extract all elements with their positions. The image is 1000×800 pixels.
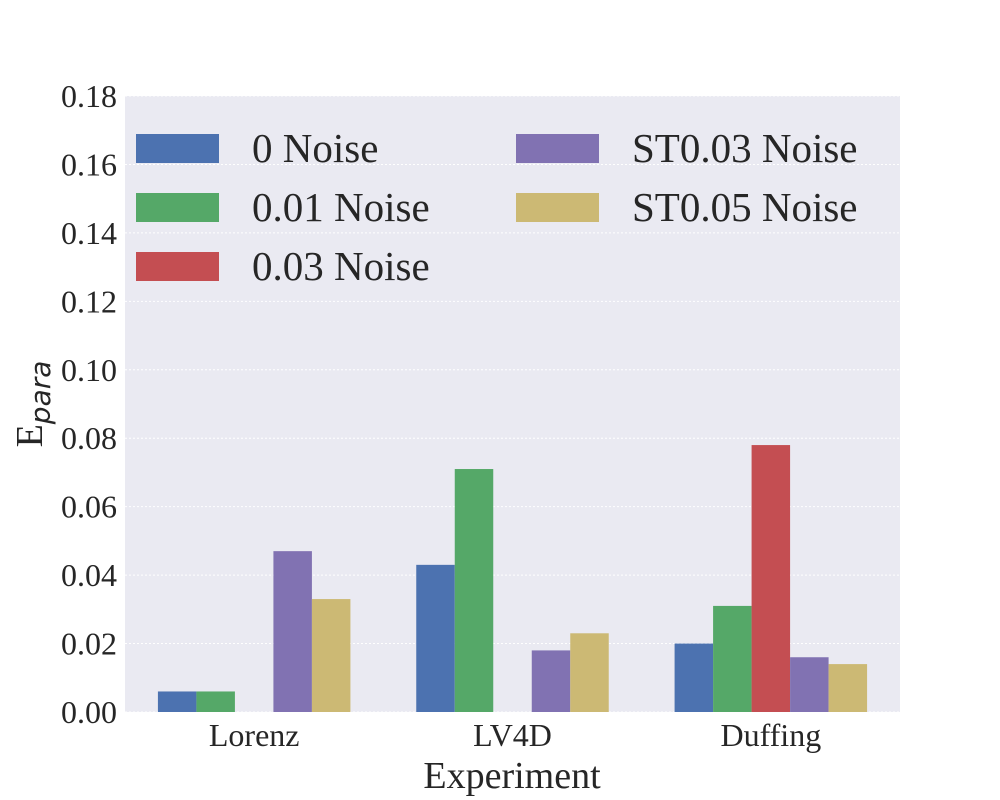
x-tick-labels: Lorenz LV4D Duffing xyxy=(209,717,821,753)
y-tick-label: 0.12 xyxy=(61,283,117,319)
legend-label: ST0.03 Noise xyxy=(632,125,858,171)
bar xyxy=(196,691,235,712)
legend-label: 0.03 Noise xyxy=(252,243,430,289)
y-axis-label-main: E xyxy=(9,424,51,447)
legend-swatch xyxy=(136,193,219,222)
y-axis-label: Epara xyxy=(9,361,57,448)
legend-swatch xyxy=(516,134,599,163)
y-tick-label: 0.10 xyxy=(61,352,117,388)
y-tick-label: 0.14 xyxy=(61,215,117,251)
bar xyxy=(751,445,791,712)
bar xyxy=(828,664,868,712)
legend-label: 0.01 Noise xyxy=(252,184,430,230)
y-tick-label: 0.16 xyxy=(61,146,117,182)
bar xyxy=(157,691,197,712)
bar xyxy=(454,469,494,712)
y-tick-label: 0.08 xyxy=(61,420,117,456)
legend-swatch xyxy=(136,252,219,281)
x-tick-label: Duffing xyxy=(720,717,821,753)
bar xyxy=(531,650,571,712)
x-tick-label: LV4D xyxy=(473,717,552,753)
x-axis-label: Experiment xyxy=(423,755,601,797)
y-tick-label: 0.02 xyxy=(61,626,117,662)
x-tick-label: Lorenz xyxy=(209,717,300,753)
y-tick-label: 0.04 xyxy=(61,557,117,593)
legend-label: ST0.05 Noise xyxy=(632,184,858,230)
legend-swatch xyxy=(516,193,599,222)
y-tick-labels: 0.00 0.02 0.04 0.06 0.08 0.10 0.12 0.14 0.16 0.18 xyxy=(61,78,117,730)
legend-swatch xyxy=(136,134,219,163)
y-tick-label: 0.18 xyxy=(61,78,117,114)
bar xyxy=(790,657,829,712)
bar xyxy=(570,633,609,712)
y-tick-label: 0.06 xyxy=(61,489,117,525)
bar xyxy=(674,643,714,712)
y-tick-label: 0.00 xyxy=(61,694,117,730)
bar xyxy=(713,605,752,712)
legend-label: 0 Noise xyxy=(252,125,378,171)
bar xyxy=(273,551,312,712)
bar xyxy=(311,599,351,712)
bars-group xyxy=(157,445,868,712)
y-axis-label-subscript: para xyxy=(24,361,57,426)
legend: 0 Noise 0.01 Noise 0.03 Noise ST0.03 Noise S… xyxy=(136,125,858,289)
bar xyxy=(416,564,455,712)
